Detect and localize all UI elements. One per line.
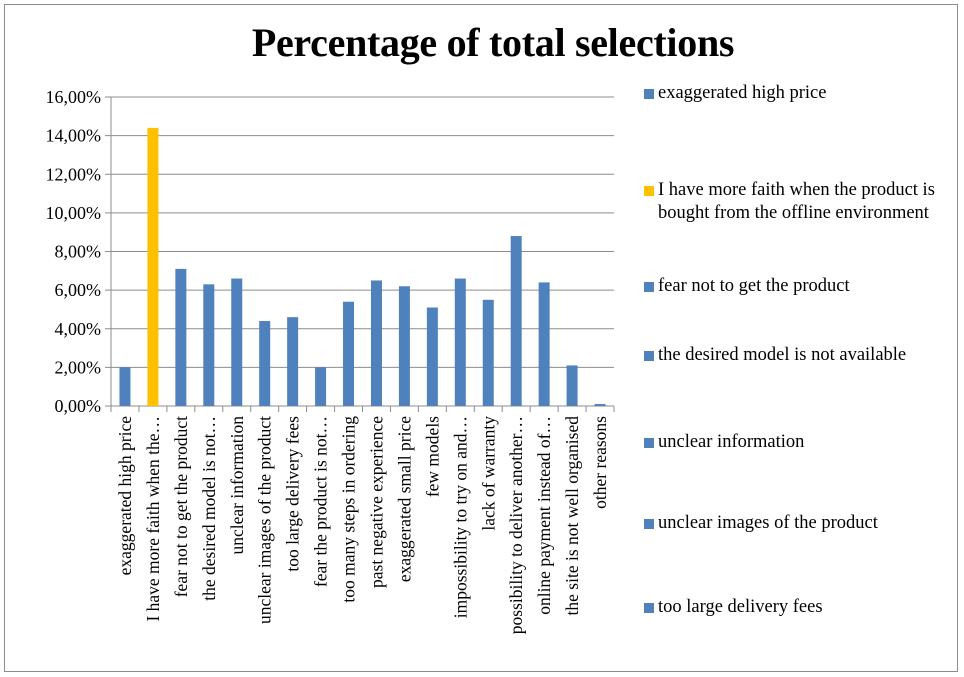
bar — [259, 321, 271, 406]
y-tick-label: 16,00% — [46, 87, 102, 107]
bar — [175, 268, 187, 406]
legend-label: exaggerated high price — [658, 83, 827, 103]
x-tick-label: fear the product is not… — [311, 416, 331, 587]
legend-swatch — [644, 603, 654, 613]
legend-label: too large delivery fees — [658, 597, 823, 617]
bar — [566, 365, 578, 406]
legend-label: I have more faith when the product is bo… — [658, 180, 935, 223]
legend-label: fear not to get the product — [658, 276, 850, 296]
x-tick-label: exaggerated small price — [394, 416, 414, 582]
y-tick-label: 2,00% — [55, 357, 102, 377]
legend-swatch — [644, 519, 654, 529]
y-tick-label: 10,00% — [46, 203, 102, 223]
x-tick-label: unclear information — [227, 416, 247, 555]
x-tick-label: the desired model is not… — [199, 416, 219, 601]
x-tick-label: lack of warranty — [478, 416, 498, 531]
x-tick-label: other reasons — [590, 416, 610, 509]
y-tick-label: 12,00% — [46, 164, 102, 184]
x-tick-label: impossibility to try on and… — [450, 416, 470, 618]
legend-item: exaggerated high price — [644, 82, 958, 105]
bar — [315, 367, 327, 406]
legend-swatch — [644, 351, 654, 361]
legend-item: too large delivery fees — [644, 596, 958, 619]
legend-item: the desired model is not available — [644, 344, 958, 367]
legend-label: unclear images of the product — [658, 513, 878, 533]
legend-item: unclear information — [644, 431, 958, 454]
bar — [287, 317, 299, 406]
x-tick-label: too large delivery fees — [283, 416, 303, 572]
x-tick-label: few models — [422, 416, 442, 497]
x-tick-label: unclear images of the product — [255, 416, 275, 624]
bar — [119, 367, 131, 406]
x-tick-label: the site is not well organised — [562, 416, 582, 616]
chart-title: Percentage of total selections — [251, 20, 735, 65]
bar — [398, 286, 410, 406]
x-tick-label: past negative experience — [366, 416, 386, 588]
bar — [594, 404, 606, 406]
x-tick-label: exaggerated high price — [115, 416, 135, 576]
legend-item: fear not to get the product — [644, 275, 958, 298]
legend-label: unclear information — [658, 432, 805, 452]
bar — [231, 278, 243, 406]
chart-frame: Percentage of total selections — [4, 4, 958, 672]
x-tick-label: I have more faith when the… — [143, 416, 163, 622]
y-tick-label: 6,00% — [55, 280, 102, 300]
y-tick-label: 14,00% — [46, 126, 102, 146]
bar — [426, 307, 438, 406]
bar — [510, 236, 522, 406]
legend-swatch — [644, 89, 654, 99]
bar — [203, 284, 215, 406]
bar — [454, 278, 466, 406]
y-tick-label: 4,00% — [55, 319, 102, 339]
legend-swatch — [644, 186, 654, 196]
y-tick-label: 8,00% — [55, 242, 102, 262]
legend-swatch — [644, 282, 654, 292]
legend-swatch — [644, 438, 654, 448]
bar — [370, 280, 382, 406]
legend-item: I have more faith when the product is bo… — [644, 179, 958, 225]
x-tick-label: too many steps in ordering — [339, 416, 359, 603]
bar — [482, 299, 494, 406]
bar — [538, 282, 550, 406]
x-tick-label: fear not to get the product — [171, 416, 191, 597]
legend-item: unclear images of the product — [644, 512, 958, 535]
bar — [147, 127, 159, 407]
y-tick-label: 0,00% — [55, 396, 102, 416]
bar — [343, 301, 355, 406]
x-tick-label: possibility to deliver another… — [506, 416, 526, 634]
legend-label: the desired model is not available — [658, 345, 907, 365]
gridlines — [105, 96, 614, 407]
x-tick-label: online payment instead of… — [534, 416, 554, 615]
